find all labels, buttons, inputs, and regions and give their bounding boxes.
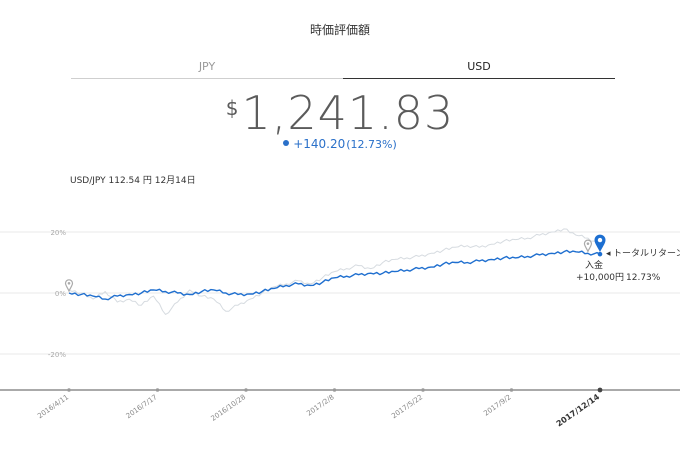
change-percent: (12.73%) [346,138,397,151]
deposit-pin-icon [583,239,593,253]
currency-symbol: $ [225,96,239,120]
x-tick-label: 2017/5/22 [390,393,424,420]
total-return-label: トータルリターン [613,248,680,259]
valuation-change: +140.20(12.73%) [0,137,680,151]
deposit-pin-dot [586,242,590,245]
dot-icon [283,140,290,146]
x-tick-dot [421,388,425,392]
current-pin-icon [594,234,606,253]
tab-jpy[interactable]: JPY [71,60,343,79]
y-tick-label: 0% [55,290,66,298]
x-tick-dot [332,388,337,392]
chart-grid: 20% 0% -20% [0,229,680,359]
valuation-amount: 1,241.83 [241,86,455,140]
y-tick-label: 20% [50,229,66,237]
x-tick-dot [509,388,514,392]
deposit-pin-icon [64,279,74,293]
x-tick-label: 2017/2/8 [305,393,335,418]
change-value: +140.20 [293,137,346,151]
current-pin-center [597,237,603,243]
x-tick-dot [244,388,248,392]
x-tick-label: 2016/10/28 [209,393,247,423]
chart-markers [64,234,606,293]
currency-tabs: JPY USD [71,60,617,79]
x-tick-dot [597,387,603,393]
deposit-label: 入金 [585,259,603,271]
x-tick-label: 2016/7/17 [125,393,159,420]
comparison-series-line [68,228,601,315]
x-tick-dot [67,388,71,392]
deposit-value: +10,000円 [576,272,624,283]
valuation-display: $1,241.83 [0,86,680,140]
deposit-pin-dot [67,282,71,285]
total-return-value: 12.73% [626,273,661,283]
x-tick-label: 2017/12/14 [555,392,602,429]
x-tick-label: 2017/9/2 [482,393,512,418]
portfolio-series-line [68,249,601,301]
exchange-rate: USD/JPY 112.54 円 12月14日 [70,176,196,186]
tab-usd[interactable]: USD [343,60,615,79]
chart-legend: ◂ トータルリターン 入金 +10,000円 12.73% [576,248,680,283]
legend-arrow-left-icon: ◂ [606,249,611,259]
x-tick-dot [155,388,160,392]
chart-axes: 2016/4/11 2016/7/17 2016/10/28 2017/2/8 2017… [0,387,680,429]
chart-series [68,228,601,315]
y-tick-label: -20% [48,351,66,359]
page-title: 時価評価額 [309,23,370,37]
x-tick-label: 2016/4/11 [36,393,70,420]
current-point-icon [597,251,603,257]
